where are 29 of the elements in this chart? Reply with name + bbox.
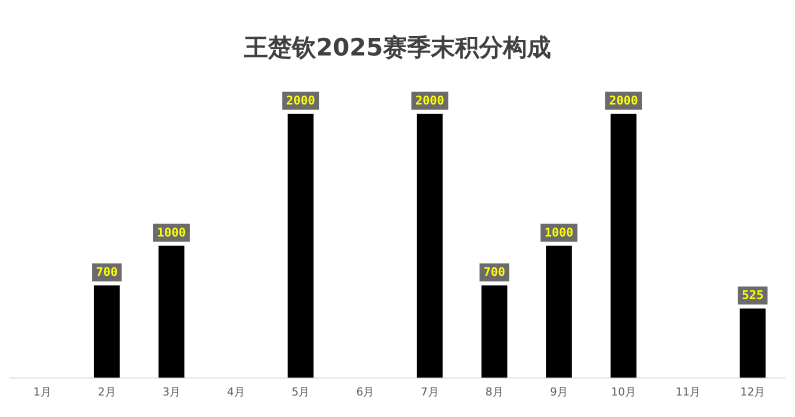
bar — [481, 285, 508, 378]
x-tick-label: 5月 — [292, 385, 310, 398]
bar — [416, 114, 443, 378]
x-tick-label: 6月 — [356, 385, 374, 398]
bar — [740, 308, 766, 378]
data-label: 525 — [742, 288, 764, 302]
data-label: 1000 — [157, 225, 186, 240]
bar — [546, 246, 572, 378]
data-label: 1000 — [544, 225, 574, 240]
data-label: 2000 — [415, 93, 444, 108]
bar — [94, 285, 120, 378]
data-label: 700 — [484, 265, 506, 280]
chart-title: 王楚钦2025赛季末积分构成 — [243, 34, 551, 62]
x-tick-label: 10月 — [611, 385, 636, 398]
x-tick-label: 2月 — [98, 385, 116, 398]
x-tick-label: 12月 — [740, 385, 766, 398]
x-tick-label: 8月 — [485, 385, 504, 398]
bar — [288, 114, 314, 378]
x-tick-label: 7月 — [420, 385, 439, 398]
data-label: 2000 — [286, 93, 316, 108]
x-tick-label: 11月 — [676, 385, 701, 398]
x-tick-label: 9月 — [550, 385, 568, 398]
data-label: 2000 — [609, 93, 638, 108]
x-tick-label: 4月 — [227, 385, 246, 398]
bar — [158, 246, 184, 378]
bar — [610, 114, 636, 378]
data-label: 700 — [96, 265, 118, 280]
x-tick-label: 3月 — [162, 385, 180, 398]
x-tick-label: 1月 — [33, 385, 52, 398]
